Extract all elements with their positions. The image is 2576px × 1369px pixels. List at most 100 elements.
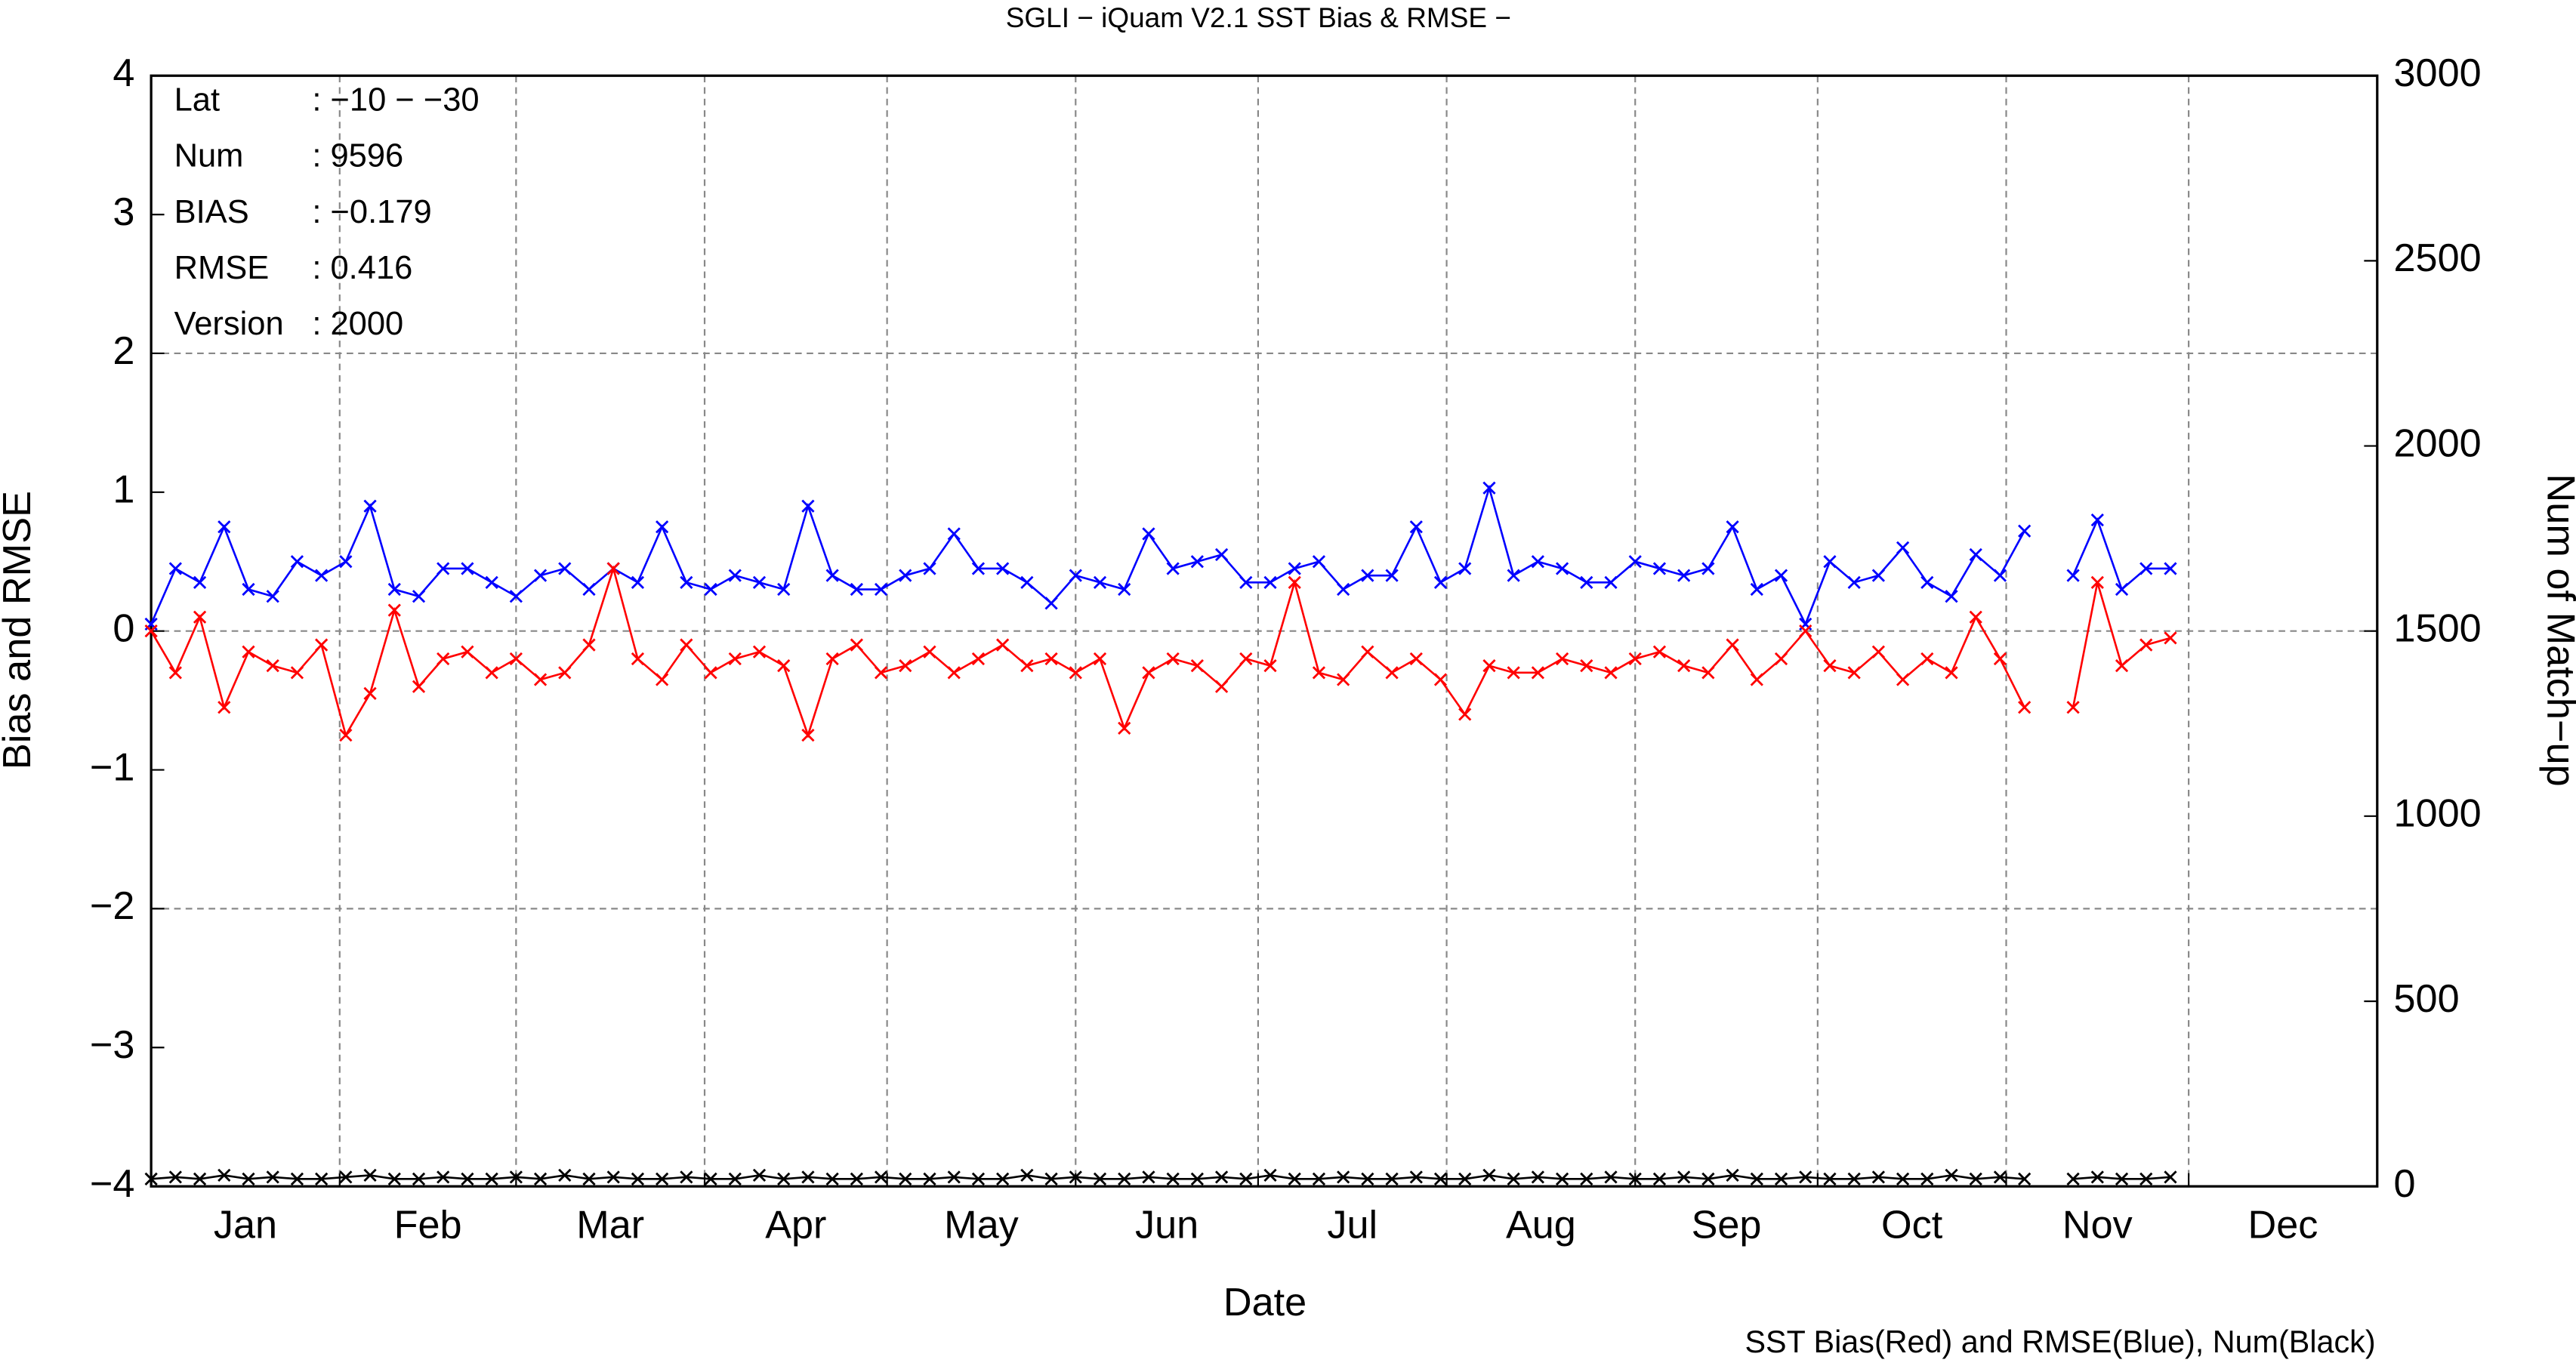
data-point: [509, 1170, 523, 1184]
data-point: [1214, 547, 1229, 562]
info-label: RMSE: [174, 250, 270, 286]
y-tick-label: 0: [113, 606, 134, 650]
data-point: [1701, 1172, 1715, 1186]
data-point: [1214, 680, 1229, 693]
data-point: [1555, 562, 1569, 575]
data-point: [485, 666, 498, 680]
data-point: [242, 645, 255, 658]
data-point: [2018, 524, 2031, 538]
data-point: [2164, 1170, 2177, 1184]
data-point: [1044, 652, 1058, 666]
data-point: [582, 1172, 596, 1186]
x-tick-label: Feb: [394, 1203, 462, 1247]
y-tick-label: 4: [113, 51, 134, 95]
data-point: [947, 527, 961, 541]
data-point: [1433, 673, 1448, 686]
data-point: [363, 1168, 377, 1182]
data-point: [1190, 1172, 1204, 1186]
data-point: [1093, 652, 1107, 666]
y-tick-label: −2: [90, 884, 135, 928]
data-point: [1044, 597, 1058, 610]
data-point: [996, 562, 1010, 575]
x-tick-label: Dec: [2248, 1203, 2318, 1247]
data-point: [1677, 569, 1691, 582]
y-tick-label: 2: [113, 329, 134, 373]
data-point: [412, 680, 426, 693]
data-point: [144, 624, 158, 638]
data-point: [1288, 1172, 1301, 1186]
data-point: [1823, 659, 1837, 673]
data-point: [1166, 652, 1180, 666]
data-point: [1312, 555, 1326, 569]
data-point: [2090, 575, 2104, 589]
data-point: [1774, 569, 1788, 582]
data-point: [1288, 562, 1301, 575]
data-point: [1312, 1172, 1326, 1186]
data-point: [2164, 562, 2177, 575]
y2-tick-label: 3000: [2394, 51, 2482, 95]
data-point: [1993, 569, 2007, 582]
data-point: [1263, 1168, 1277, 1182]
data-point: [217, 1168, 231, 1182]
data-point: [874, 582, 888, 597]
data-point: [1069, 666, 1082, 680]
data-point: [315, 1172, 329, 1186]
data-point: [801, 1170, 815, 1184]
data-point: [1920, 575, 1934, 589]
y2-tick-label: 2000: [2394, 421, 2482, 465]
data-point: [923, 562, 936, 575]
data-point: [1604, 575, 1618, 589]
data-point: [315, 569, 329, 582]
data-point: [1847, 1172, 1861, 1186]
data-point: [485, 575, 498, 589]
data-point: [363, 499, 377, 513]
data-point: [1361, 569, 1374, 582]
data-point: [1799, 1170, 1812, 1184]
data-point: [899, 569, 912, 582]
data-point: [144, 1172, 158, 1186]
data-point: [1726, 638, 1739, 652]
data-point: [1920, 652, 1934, 666]
data-point: [1385, 1172, 1399, 1186]
x-tick-label: Jan: [214, 1203, 277, 1247]
data-point: [899, 1172, 912, 1186]
data-point: [1628, 1172, 1642, 1186]
data-point: [801, 728, 815, 742]
data-point: [777, 1172, 791, 1186]
data-point: [582, 638, 596, 652]
data-point: [1531, 666, 1544, 680]
data-point: [1190, 555, 1204, 569]
data-point: [1312, 666, 1326, 680]
y2-tick-label: 1000: [2394, 792, 2482, 836]
data-point: [1555, 652, 1569, 666]
data-point: [680, 1170, 693, 1184]
data-point: [1142, 666, 1155, 680]
data-point: [2066, 701, 2080, 714]
data-point: [704, 582, 717, 597]
data-point: [485, 1172, 498, 1186]
data-point: [971, 1172, 986, 1186]
y2-tick-label: 0: [2394, 1162, 2416, 1206]
data-point: [1093, 1172, 1107, 1186]
data-point: [728, 569, 742, 582]
data-point: [1118, 721, 1131, 735]
data-point: [533, 569, 548, 582]
data-point: [1628, 652, 1642, 666]
x-tick-label: Aug: [1506, 1203, 1576, 1247]
data-point: [1263, 575, 1277, 589]
data-point: [266, 1170, 279, 1184]
data-point: [290, 1172, 304, 1186]
data-point: [558, 666, 572, 680]
info-label: Lat: [174, 82, 220, 119]
y-tick-label: −4: [90, 1162, 135, 1206]
info-value: : 9596: [312, 138, 403, 174]
data-point: [387, 1172, 401, 1186]
data-point: [1628, 555, 1642, 569]
data-point: [874, 666, 888, 680]
data-point: [168, 562, 182, 575]
data-point: [387, 582, 401, 597]
data-point: [217, 520, 231, 534]
data-point: [1823, 1172, 1837, 1186]
data-point: [777, 659, 791, 673]
data-point: [193, 610, 207, 624]
